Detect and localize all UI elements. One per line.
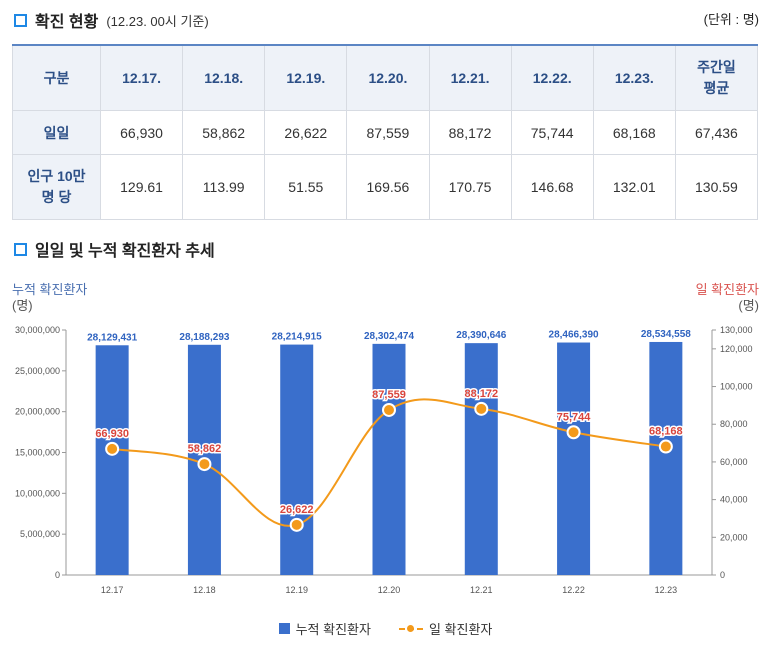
- column-header: 12.21.: [428, 44, 512, 111]
- status-section-header: 확진 현황 (12.23. 00시 기준): [14, 8, 209, 32]
- bar-cumulative: [464, 343, 498, 575]
- legend-item-daily[interactable]: 일 확진환자: [398, 619, 493, 638]
- table-row: 인구 10만 명 당 129.61 113.99 51.55 169.56 17…: [12, 154, 759, 220]
- cases-trend-chart: 0 5,000,000 10,000,000 15,000,000 20,000,000…: [15, 325, 753, 595]
- right-axis-tick-label: 40,000: [720, 495, 748, 505]
- legend-bar-swatch: [278, 623, 290, 634]
- legend-line-swatch: [398, 623, 423, 635]
- right-axis-tick-label: 0: [720, 570, 725, 580]
- right-axis-tick-label: 80,000: [720, 419, 748, 429]
- bar-data-label: 28,390,646: [456, 330, 506, 341]
- daily-cases-table: 구분 12.17. 12.18. 12.19. 12.20. 12.21. 12…: [12, 44, 759, 220]
- right-axis-label: 일 확진환자: [695, 282, 759, 297]
- line-point-daily: [289, 517, 304, 532]
- status-subtitle: (12.23. 00시 기준): [106, 13, 209, 29]
- line-data-label: 66,930: [95, 428, 129, 440]
- right-axis-tick-label: 130,000: [720, 325, 753, 335]
- legend-label: 누적 확진환자: [295, 622, 371, 637]
- bar-cumulative: [280, 344, 314, 575]
- table-cell: 129.61: [99, 154, 184, 220]
- bar-data-label: 28,302,474: [364, 331, 414, 342]
- table-cell: 132.01: [592, 154, 676, 220]
- column-header: 12.20.: [346, 44, 430, 111]
- left-axis-tick-label: 20,000,000: [15, 407, 60, 417]
- x-axis-tick-label: 12.23: [655, 585, 678, 595]
- line-data-label: 58,862: [188, 443, 222, 455]
- line-data-label: 68,168: [649, 426, 683, 438]
- table-cell: 26,622: [264, 110, 348, 155]
- chart-section-header: 일일 및 누적 확진환자 추세: [14, 237, 215, 261]
- left-axis-tick-label: 0: [55, 570, 60, 580]
- table-cell: 67,436: [674, 110, 759, 155]
- x-axis-tick-label: 12.18: [193, 585, 216, 595]
- right-axis-tick-label: 100,000: [720, 382, 753, 392]
- column-header: 12.23.: [592, 44, 676, 111]
- column-header: 12.17.: [99, 44, 184, 111]
- table-corner-header: 구분: [12, 44, 101, 111]
- table-cell: 87,559: [346, 110, 430, 155]
- right-axis-unit: (명): [738, 298, 759, 313]
- table-cell: 130.59: [674, 154, 759, 220]
- column-header: 12.18.: [182, 44, 266, 111]
- status-title: 확진 현황: [35, 14, 99, 31]
- x-axis-tick-label: 12.20: [378, 585, 401, 595]
- right-axis-tick-label: 20,000: [720, 532, 748, 542]
- left-axis-tick-label: 15,000,000: [15, 448, 60, 458]
- table-cell: 66,930: [99, 110, 184, 155]
- x-axis-tick-label: 12.22: [562, 585, 585, 595]
- left-axis-unit: (명): [12, 298, 33, 313]
- table-row: 일일 66,930 58,862 26,622 87,559 88,172 75…: [12, 110, 759, 155]
- table-cell: 169.56: [346, 154, 430, 220]
- line-data-label: 88,172: [464, 388, 498, 400]
- right-axis-tick-label: 120,000: [720, 344, 753, 354]
- bar-data-label: 28,214,915: [272, 332, 322, 343]
- bar-data-label: 28,466,390: [549, 330, 599, 341]
- line-data-label: 75,744: [557, 411, 592, 423]
- bar-data-label: 28,188,293: [179, 332, 229, 343]
- line-data-label: 87,559: [372, 389, 406, 401]
- left-axis-title: 누적 확진환자 (명): [12, 282, 87, 314]
- line-point-daily: [197, 457, 212, 472]
- square-bullet-icon: [14, 13, 27, 27]
- square-bullet-icon: [14, 242, 27, 256]
- bar-cumulative: [95, 345, 129, 575]
- bar-data-label: 28,534,558: [641, 329, 691, 340]
- column-header: 12.22.: [510, 44, 594, 111]
- chart-legend: 누적 확진환자 일 확진환자: [0, 619, 771, 638]
- bar-cumulative: [557, 342, 591, 575]
- left-axis-tick-label: 5,000,000: [20, 529, 60, 539]
- x-axis-tick-label: 12.21: [470, 585, 493, 595]
- line-point-daily: [105, 441, 120, 456]
- left-axis-tick-label: 30,000,000: [15, 325, 60, 335]
- table-cell: 75,744: [510, 110, 594, 155]
- line-point-daily: [566, 425, 581, 440]
- table-cell: 51.55: [264, 154, 348, 220]
- legend-item-cumulative[interactable]: 누적 확진환자: [278, 619, 371, 638]
- bar-cumulative: [372, 343, 406, 575]
- line-point-daily: [382, 402, 396, 417]
- chart-title: 일일 및 누적 확진환자 추세: [35, 243, 215, 260]
- x-axis-tick-label: 12.17: [101, 585, 124, 595]
- table-cell: 68,168: [592, 110, 676, 155]
- line-data-label: 26,622: [280, 504, 314, 516]
- row-header: 인구 10만 명 당: [12, 154, 101, 220]
- table-header-row: 구분 12.17. 12.18. 12.19. 12.20. 12.21. 12…: [12, 44, 759, 111]
- table-cell: 146.68: [510, 154, 594, 220]
- bar-cumulative: [649, 341, 683, 575]
- left-axis-tick-label: 10,000,000: [15, 488, 60, 498]
- left-axis-tick-label: 25,000,000: [15, 366, 60, 376]
- bar-data-label: 28,129,431: [87, 332, 137, 343]
- x-axis-tick-label: 12.19: [285, 585, 308, 595]
- line-point-daily: [658, 439, 673, 454]
- right-axis-tick-label: 60,000: [720, 457, 748, 467]
- table-cell: 88,172: [428, 110, 512, 155]
- legend-label: 일 확진환자: [428, 622, 493, 637]
- table-cell: 58,862: [182, 110, 266, 155]
- left-axis-label: 누적 확진환자: [12, 282, 88, 297]
- line-point-daily: [474, 401, 489, 416]
- right-axis-title: 일 확진환자 (명): [696, 282, 759, 314]
- table-cell: 113.99: [182, 154, 266, 220]
- unit-label: (단위 : 명): [703, 12, 759, 27]
